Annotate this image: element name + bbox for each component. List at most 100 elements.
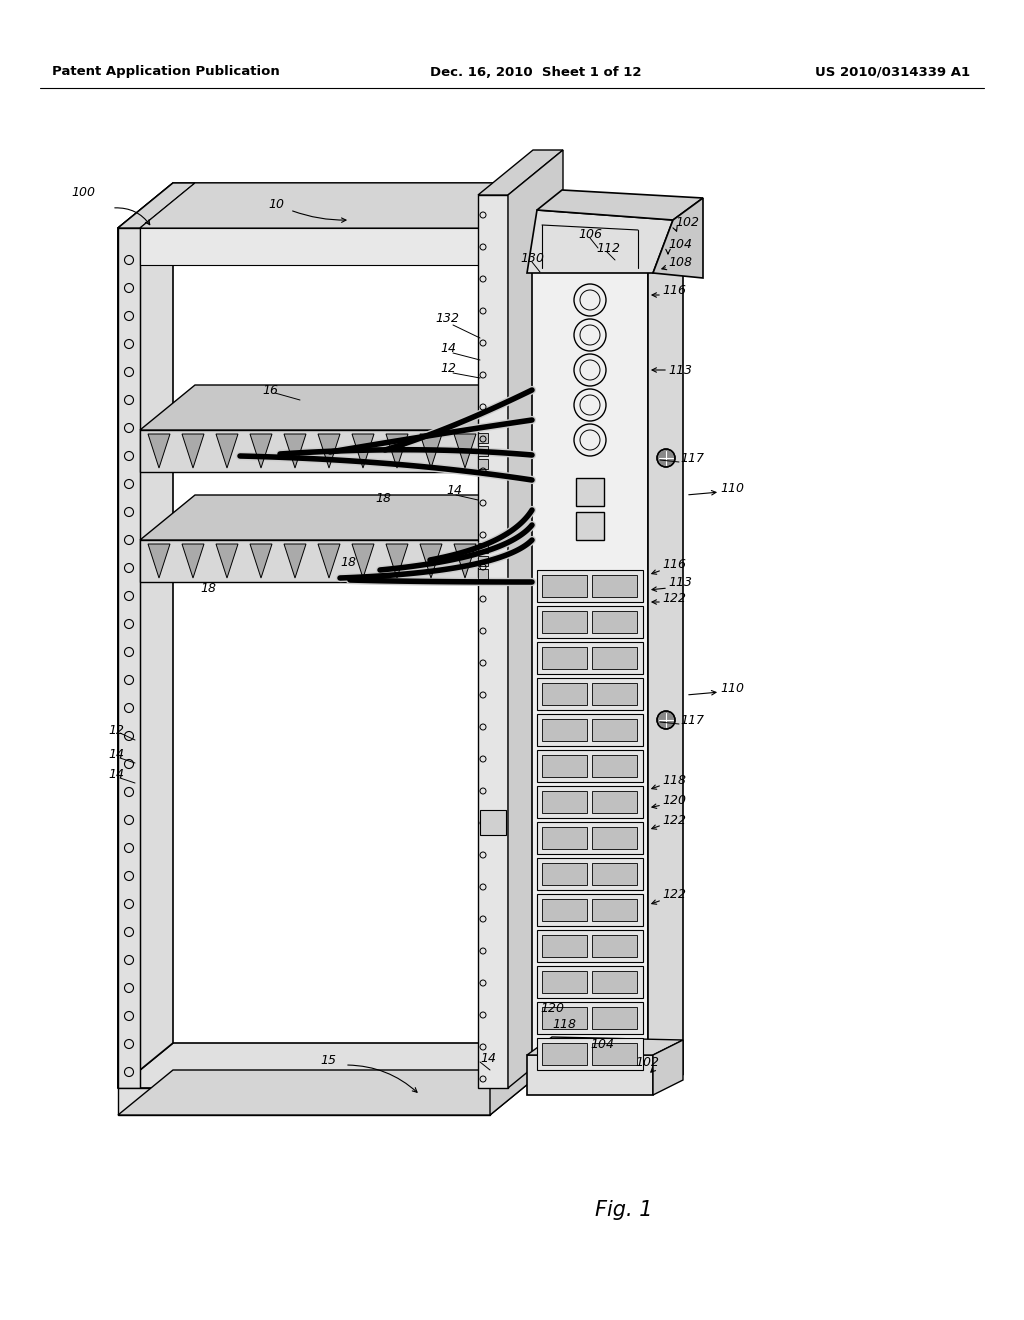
Polygon shape	[318, 434, 340, 469]
Text: 100: 100	[71, 186, 95, 198]
Polygon shape	[537, 785, 643, 818]
Polygon shape	[592, 1043, 637, 1065]
Polygon shape	[118, 228, 490, 1088]
Polygon shape	[592, 719, 637, 741]
Polygon shape	[537, 1002, 643, 1034]
Polygon shape	[537, 714, 643, 746]
Polygon shape	[148, 544, 170, 578]
Polygon shape	[592, 791, 637, 813]
Polygon shape	[454, 434, 476, 469]
Polygon shape	[386, 434, 408, 469]
Polygon shape	[478, 150, 563, 195]
Text: 12: 12	[108, 723, 124, 737]
Polygon shape	[140, 385, 545, 430]
Text: 113: 113	[668, 577, 692, 590]
Text: 18: 18	[200, 582, 216, 594]
Polygon shape	[592, 935, 637, 957]
Text: 106: 106	[578, 227, 602, 240]
Polygon shape	[542, 899, 587, 921]
Text: 15: 15	[319, 1053, 336, 1067]
Polygon shape	[478, 569, 488, 579]
Polygon shape	[318, 544, 340, 578]
Text: 116: 116	[662, 558, 686, 572]
Polygon shape	[542, 1007, 587, 1030]
Polygon shape	[592, 863, 637, 884]
Polygon shape	[118, 228, 140, 1088]
Text: 122: 122	[662, 813, 686, 826]
Polygon shape	[542, 972, 587, 993]
Polygon shape	[527, 210, 673, 273]
Text: 120: 120	[540, 1002, 564, 1015]
Polygon shape	[542, 611, 587, 634]
Text: 122: 122	[662, 591, 686, 605]
Polygon shape	[508, 150, 563, 1088]
Polygon shape	[592, 899, 637, 921]
Text: 122: 122	[662, 888, 686, 902]
Polygon shape	[140, 430, 490, 473]
Polygon shape	[542, 791, 587, 813]
Polygon shape	[542, 719, 587, 741]
Polygon shape	[478, 446, 488, 455]
Polygon shape	[216, 434, 238, 469]
Polygon shape	[420, 544, 442, 578]
Text: 16: 16	[262, 384, 278, 396]
Polygon shape	[478, 433, 488, 444]
Text: 14: 14	[108, 768, 124, 781]
Polygon shape	[542, 682, 587, 705]
Polygon shape	[592, 576, 637, 597]
Polygon shape	[478, 556, 488, 566]
Text: 112: 112	[596, 242, 620, 255]
Polygon shape	[480, 810, 506, 836]
Text: 132: 132	[435, 312, 459, 325]
Polygon shape	[537, 750, 643, 781]
Polygon shape	[386, 544, 408, 578]
Polygon shape	[454, 544, 476, 578]
Circle shape	[657, 711, 675, 729]
Polygon shape	[592, 1007, 637, 1030]
Text: 14: 14	[480, 1052, 496, 1064]
Text: 104: 104	[668, 239, 692, 252]
Text: 104: 104	[590, 1039, 614, 1052]
Polygon shape	[537, 678, 643, 710]
Polygon shape	[478, 459, 488, 469]
Text: 117: 117	[680, 714, 705, 726]
Polygon shape	[250, 544, 272, 578]
Polygon shape	[575, 512, 604, 540]
Polygon shape	[118, 183, 173, 1088]
Polygon shape	[118, 1043, 545, 1088]
Polygon shape	[148, 434, 170, 469]
Polygon shape	[542, 576, 587, 597]
Polygon shape	[532, 271, 648, 1055]
Polygon shape	[420, 434, 442, 469]
Polygon shape	[140, 228, 490, 265]
Polygon shape	[542, 1043, 587, 1065]
Polygon shape	[216, 544, 238, 578]
Polygon shape	[653, 198, 703, 279]
Text: 118: 118	[552, 1019, 575, 1031]
Polygon shape	[118, 183, 195, 228]
Polygon shape	[575, 478, 604, 506]
Polygon shape	[527, 1055, 653, 1096]
Polygon shape	[490, 183, 545, 1088]
Polygon shape	[592, 647, 637, 669]
Polygon shape	[537, 894, 643, 927]
Circle shape	[657, 449, 675, 467]
Polygon shape	[284, 544, 306, 578]
Polygon shape	[182, 544, 204, 578]
Text: Fig. 1: Fig. 1	[595, 1200, 652, 1220]
Polygon shape	[478, 195, 508, 1088]
Polygon shape	[490, 1043, 545, 1115]
Polygon shape	[592, 682, 637, 705]
Polygon shape	[592, 611, 637, 634]
Text: 12: 12	[440, 362, 456, 375]
Text: Dec. 16, 2010  Sheet 1 of 12: Dec. 16, 2010 Sheet 1 of 12	[430, 66, 641, 78]
Text: 14: 14	[446, 483, 462, 496]
Polygon shape	[537, 966, 643, 998]
Polygon shape	[653, 1040, 683, 1096]
Text: 18: 18	[340, 556, 356, 569]
Polygon shape	[537, 606, 643, 638]
Polygon shape	[537, 570, 643, 602]
Polygon shape	[537, 858, 643, 890]
Text: 110: 110	[720, 482, 744, 495]
Polygon shape	[182, 434, 204, 469]
